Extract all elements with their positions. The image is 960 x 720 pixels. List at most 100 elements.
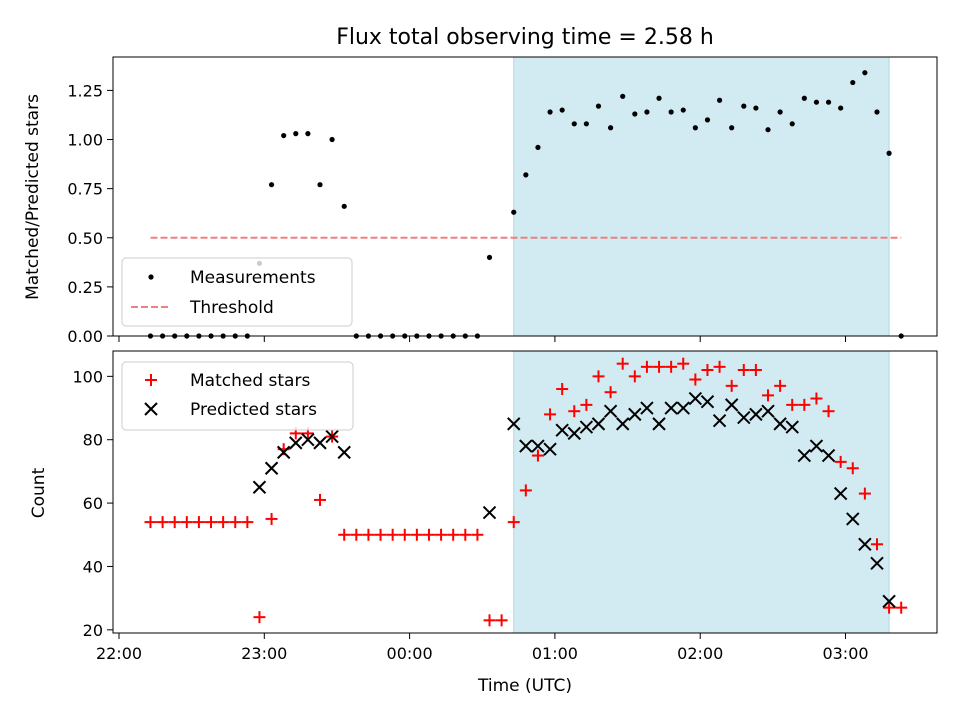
predicted-star-point <box>724 398 739 412</box>
measurement-point <box>523 172 529 178</box>
matched-stars-points <box>144 357 908 627</box>
matched-star-point <box>192 516 205 529</box>
measurement-point <box>632 111 638 117</box>
measurement-point <box>535 144 541 150</box>
matched-star-point <box>568 405 581 418</box>
count-y-axis-ticks: 20 40 60 80 100 <box>72 367 113 640</box>
predicted-star-point <box>615 417 630 431</box>
measurement-point <box>547 109 553 115</box>
x-axis-label: Time (UTC) <box>477 676 572 696</box>
x-tick-label: 01:00 <box>532 644 578 663</box>
matched-star-point <box>519 484 532 497</box>
legend-measurements-label: Measurements <box>190 268 316 288</box>
count-y-tick-label: 80 <box>83 431 103 450</box>
measurement-point <box>583 121 589 127</box>
matched-star-point <box>883 601 896 614</box>
legend-matched-label: Matched stars <box>190 371 310 391</box>
ratio-legend-box <box>121 257 353 327</box>
count-plot-frame <box>112 350 938 634</box>
matched-star-point <box>338 528 351 541</box>
measurement-point <box>716 97 723 103</box>
measurement-point <box>559 107 565 113</box>
matched-star-point <box>737 364 750 377</box>
ratio-y-tick-label: 0.75 <box>67 180 103 199</box>
predicted-star-point <box>252 480 267 494</box>
matched-star-point <box>410 528 423 541</box>
predicted-star-point <box>797 448 812 463</box>
count-x-axis-ticks: 22:00 23:00 00:00 01:00 02:00 03:00 <box>96 633 869 663</box>
matched-star-point <box>689 373 702 386</box>
predicted-star-point <box>591 417 606 431</box>
predicted-star-point <box>543 442 557 456</box>
observing-window-band <box>513 56 890 337</box>
measurement-point <box>789 121 795 127</box>
matched-star-point <box>713 360 726 373</box>
ratio-y-axis-label: Matched/Predicted stars <box>23 94 43 300</box>
measurement-point <box>268 182 275 188</box>
count-legend: Matched stars Predicted stars <box>121 361 354 431</box>
matched-star-point <box>398 528 411 541</box>
matched-star-point <box>350 528 363 541</box>
matched-star-point <box>362 528 375 541</box>
predicted-star-point <box>676 401 690 415</box>
ratio-panel: 0.00 0.25 0.50 0.75 1.00 1.25 Matched/Predict… <box>23 56 938 346</box>
measurement-points <box>147 70 904 339</box>
legend-predicted-marker <box>144 402 158 416</box>
measurement-point <box>644 109 650 115</box>
matched-star-point <box>798 398 811 411</box>
observing-window-band <box>513 350 890 634</box>
count-y-axis-label: Count <box>29 467 49 518</box>
predicted-star-point <box>325 429 339 444</box>
measurement-point <box>511 209 517 215</box>
predicted-star-point <box>301 433 315 447</box>
predicted-star-point <box>276 445 291 460</box>
predicted-star-point <box>289 436 303 450</box>
legend-predicted-label: Predicted stars <box>190 400 317 420</box>
predicted-star-point <box>531 439 545 453</box>
measurement-point <box>886 150 892 156</box>
ratio-y-tick-label: 1.00 <box>67 131 103 150</box>
predicted-star-point <box>821 448 836 463</box>
matched-star-point <box>616 357 629 370</box>
predicted-star-point <box>688 391 703 406</box>
measurement-point <box>595 103 602 109</box>
matched-star-point <box>253 611 266 624</box>
matched-star-point <box>507 516 520 529</box>
matched-star-point <box>786 398 799 411</box>
predicted-star-point <box>313 436 327 450</box>
legend-threshold-label: Threshold <box>189 298 274 318</box>
measurement-point <box>341 203 347 209</box>
measurement-point <box>801 95 807 101</box>
matched-star-point <box>895 601 908 614</box>
measurement-point <box>680 107 686 113</box>
predicted-star-point <box>882 594 896 609</box>
matched-star-point <box>725 379 738 392</box>
predicted-star-point <box>737 410 751 425</box>
ratio-x-axis-ticks <box>118 336 846 342</box>
matched-star-point <box>265 512 278 525</box>
matched-star-point <box>459 528 472 541</box>
measurement-point <box>838 105 844 111</box>
measurement-point <box>281 132 287 139</box>
x-tick-label: 00:00 <box>387 644 433 663</box>
predicted-star-point <box>603 404 618 418</box>
ratio-y-tick-label: 0.00 <box>67 327 103 346</box>
count-y-tick-label: 100 <box>72 367 103 386</box>
matched-star-point <box>447 528 460 541</box>
matched-star-point <box>749 364 762 377</box>
measurement-point <box>862 70 868 76</box>
measurement-point <box>777 109 783 115</box>
predicted-star-point <box>712 414 727 428</box>
predicted-star-point <box>555 423 569 437</box>
x-tick-label: 23:00 <box>241 644 287 663</box>
matched-star-point <box>846 462 859 475</box>
x-tick-label: 03:00 <box>822 644 868 663</box>
measurement-point <box>571 121 577 127</box>
measurement-point <box>850 79 856 86</box>
predicted-star-point <box>579 420 594 434</box>
matched-star-point <box>156 516 169 529</box>
matched-star-point <box>241 516 254 529</box>
predicted-star-point <box>507 417 521 431</box>
predicted-star-point <box>870 556 884 570</box>
